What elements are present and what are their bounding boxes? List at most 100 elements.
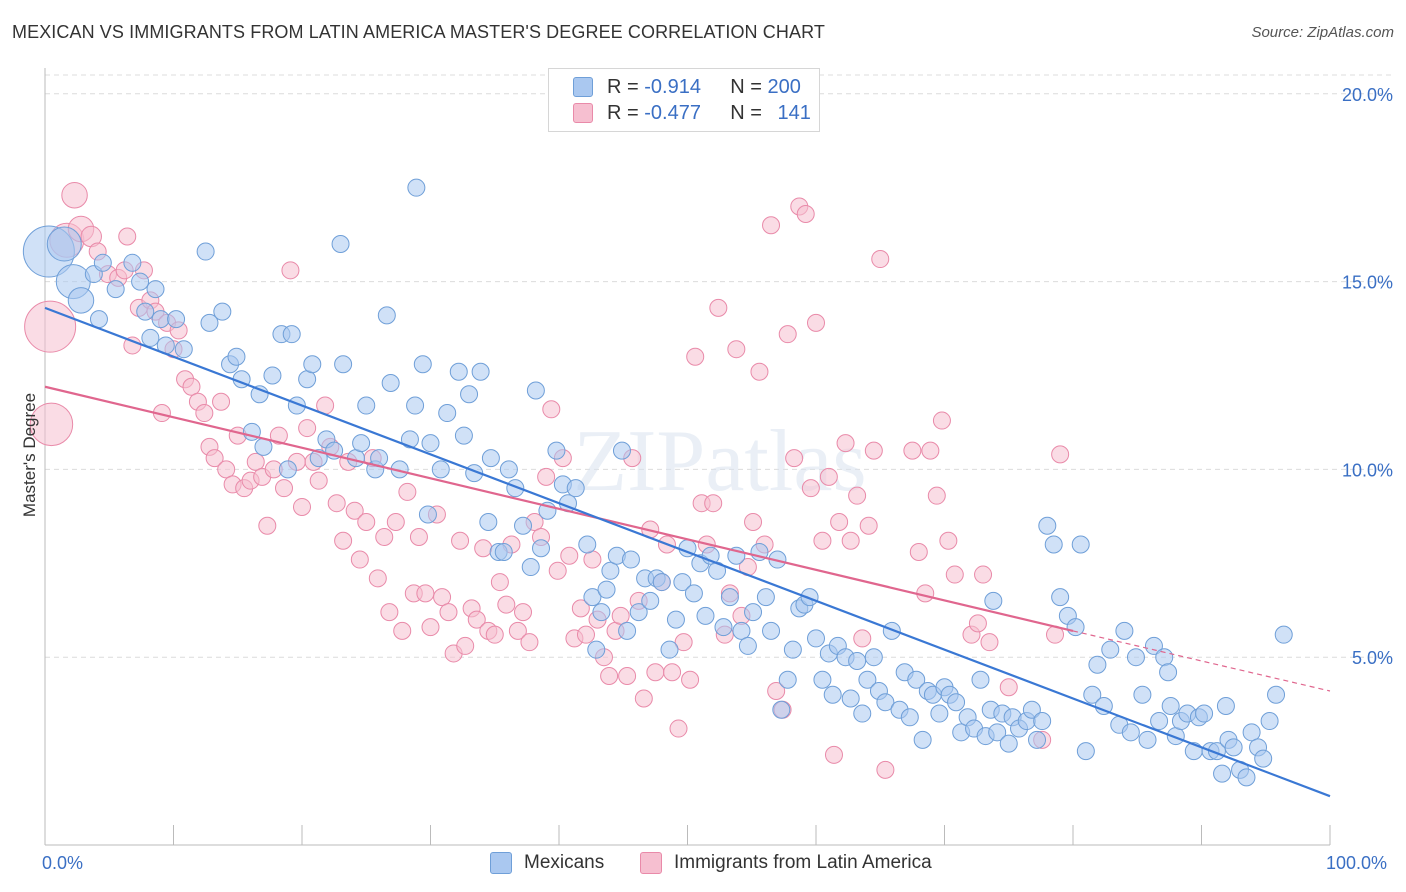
mexicans-point [413, 355, 432, 374]
mexicans-point [479, 512, 498, 531]
mexicans-point [196, 242, 215, 261]
mexicans-point [334, 355, 353, 374]
mexicans-point [853, 704, 872, 723]
mexicans-point [1066, 618, 1085, 637]
mexicans-point [578, 535, 597, 554]
mexicans-point [418, 505, 437, 524]
mexicans-point [1126, 648, 1145, 667]
immigrants-point [968, 614, 987, 633]
legend-swatch-mexicans [573, 77, 593, 97]
immigrants-point [841, 531, 860, 550]
chart-source: Source: ZipAtlas.com [1251, 24, 1394, 41]
immigrants-point [182, 377, 201, 396]
mexicans-point [481, 449, 500, 468]
mexicans-point [1038, 516, 1057, 535]
mexicans-point [136, 302, 155, 321]
mexicans-point [67, 287, 95, 314]
watermark: ZIPatlas [573, 413, 866, 510]
mexicans-point [696, 606, 715, 625]
mexicans-point [1133, 685, 1152, 704]
immigrants-point [334, 531, 353, 550]
immigrants-point [357, 512, 376, 531]
mexicans-point [449, 362, 468, 381]
immigrants-point [762, 216, 781, 235]
mexicans-point [813, 670, 832, 689]
immigrants-point [269, 426, 288, 445]
mexicans-point [1155, 648, 1174, 667]
mexicans-point [597, 580, 616, 599]
mexicans-point [377, 306, 396, 325]
immigrants-point [497, 595, 516, 614]
mexicans-point [278, 460, 297, 479]
mexicans-point [106, 280, 125, 299]
mexicans-point [660, 640, 679, 659]
series-legend-mexicans[interactable]: Mexicans [490, 852, 604, 874]
mexicans-point [514, 516, 533, 535]
mexicans-point [526, 381, 545, 400]
legend-r-label: R = [607, 75, 639, 98]
immigrants-trend-extension [1072, 630, 1331, 692]
mexicans-point [1088, 655, 1107, 674]
mexicans-point [913, 730, 932, 749]
mexicans-point [738, 636, 757, 655]
mexicans-point [1033, 712, 1052, 731]
immigrants-point [945, 565, 964, 584]
mexicans-point [499, 460, 518, 479]
immigrants-point [824, 745, 843, 764]
immigrants-point [217, 460, 236, 479]
immigrants-point [704, 494, 723, 513]
mexicans-point [947, 693, 966, 712]
immigrants-point [409, 528, 428, 546]
immigrants-point [807, 313, 825, 332]
immigrants-point [778, 325, 797, 344]
immigrants-point [474, 539, 493, 558]
series-legend-immigrants[interactable]: Immigrants from Latin America [640, 852, 932, 874]
x-tick-label-min: 0.0% [42, 853, 84, 873]
mexicans-point [882, 621, 901, 640]
immigrants-point [398, 482, 417, 501]
immigrants-point [350, 550, 369, 569]
immigrants-point [118, 227, 137, 246]
mexicans-point [1150, 712, 1169, 731]
immigrants-point [439, 603, 458, 622]
immigrants-point [258, 516, 277, 535]
mexicans-point [46, 226, 82, 262]
immigrants-point [618, 666, 637, 685]
immigrants-point [29, 402, 74, 447]
immigrants-point [309, 471, 328, 490]
immigrants-point [571, 599, 590, 618]
mexicans-point [621, 550, 640, 569]
immigrants-point [744, 512, 763, 531]
immigrants-point [576, 625, 595, 644]
mexicans-point [1022, 700, 1041, 719]
mexicans-point [641, 591, 660, 610]
mexicans-point [494, 543, 513, 562]
immigrants-point [386, 512, 405, 531]
mexicans-point [93, 253, 112, 272]
immigrants-point [939, 531, 958, 550]
y-axis-label: Master's Degree [20, 392, 39, 518]
mexicans-point [1254, 749, 1273, 768]
mexicans-point [1216, 697, 1235, 716]
mexicans-point [583, 588, 602, 607]
mexicans-point [141, 328, 160, 347]
mexicans-point [864, 648, 883, 667]
immigrants-point [380, 603, 399, 622]
mexicans-point [407, 178, 426, 197]
mexicans-point [438, 404, 457, 423]
immigrants-point [281, 261, 300, 280]
mexicans-point [666, 610, 685, 629]
mexicans-point [587, 640, 606, 659]
mexicans-point [744, 603, 763, 622]
mexicans-point [357, 396, 376, 415]
immigrants-point [195, 404, 214, 423]
immigrants-point [830, 512, 849, 531]
mexicans-point [1028, 730, 1047, 749]
mexicans-point [762, 621, 781, 640]
immigrants-point [796, 204, 815, 223]
mexicans-point [1195, 704, 1214, 723]
mexicans-point [1144, 636, 1163, 655]
mexicans-point [876, 693, 895, 712]
immigrants-point [980, 633, 999, 652]
mexicans-point [200, 313, 219, 332]
